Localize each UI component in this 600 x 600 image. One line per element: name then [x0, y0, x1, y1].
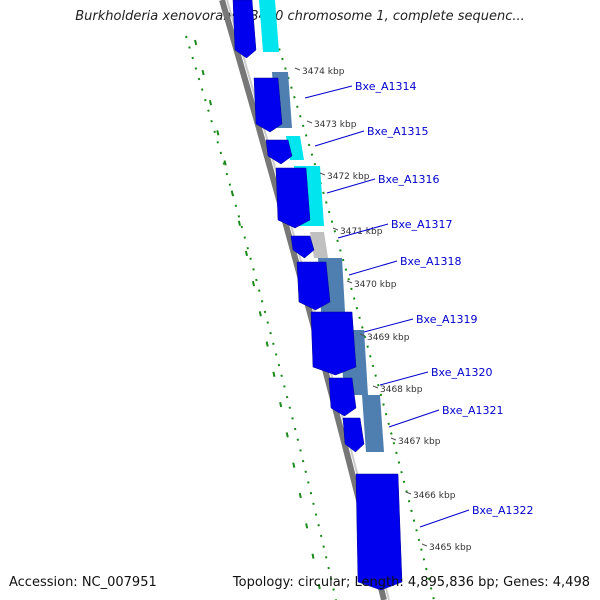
- gene-arrow-6: [296, 261, 331, 311]
- gene-label: Bxe_A1318: [400, 255, 462, 268]
- tick-mark: [306, 120, 313, 124]
- gene-arrow-4: [275, 167, 311, 229]
- tick-label: 3469 kbp: [367, 333, 410, 343]
- gene-labels: Bxe_A1314 Bxe_A1315 Bxe_A1316 Bxe_A1317 Bxe_…: [304, 80, 534, 528]
- tick-mark: [319, 172, 326, 176]
- gene-label: Bxe_A1319: [416, 313, 478, 326]
- inner-feature-8: [362, 395, 384, 452]
- gene-arrow-1: [232, 0, 257, 59]
- tick-label: 3467 kbp: [398, 437, 441, 447]
- tick-label: 3471 kbp: [340, 227, 383, 237]
- map-title: Burkholderia xenovorans LB400 chromosome…: [75, 9, 525, 24]
- gene-arrow-5: [290, 235, 315, 259]
- position-ticks: 3474 kbp 3473 kbp 3472 kbp 3471 kbp 3470 kbp…: [294, 67, 472, 553]
- tick-label: 3473 kbp: [314, 120, 357, 130]
- gene-label-leader: [314, 130, 365, 147]
- gene-label-leader: [388, 409, 440, 428]
- tick-label: 3468 kbp: [380, 385, 423, 395]
- gene-label: Bxe_A1315: [367, 125, 429, 138]
- tick-mark: [332, 227, 339, 231]
- gene-label-leader: [419, 509, 470, 528]
- gene-track: [232, 0, 403, 591]
- tick-label: 3466 kbp: [413, 491, 456, 501]
- tick-label: 3465 kbp: [429, 543, 472, 553]
- gc-content-dots: [269, 19, 435, 600]
- tick-label: 3474 kbp: [302, 67, 345, 77]
- gene-arrow-3: [265, 139, 293, 165]
- inner-feature-1: [259, 0, 279, 52]
- accession-text: Accession: NC_007951: [9, 575, 157, 590]
- gene-label-leader: [363, 318, 414, 333]
- gene-label: Bxe_A1316: [378, 173, 440, 186]
- tick-mark: [372, 385, 379, 389]
- gene-label: Bxe_A1322: [472, 504, 534, 517]
- gene-label: Bxe_A1314: [355, 80, 417, 93]
- gene-arrow-10: [355, 473, 403, 591]
- tick-mark: [405, 491, 412, 495]
- gene-arrow-8: [328, 377, 357, 417]
- gene-label-leader: [379, 371, 429, 386]
- tick-mark: [346, 280, 353, 284]
- tick-mark: [294, 67, 301, 71]
- tick-label: 3472 kbp: [327, 172, 370, 182]
- gene-arrow-7: [310, 311, 357, 376]
- gene-label-leader: [326, 178, 376, 194]
- gene-label: Bxe_A1317: [391, 218, 453, 231]
- tick-mark: [421, 543, 428, 547]
- tick-mark: [359, 333, 366, 337]
- gene-label: Bxe_A1320: [431, 366, 493, 379]
- gene-label: Bxe_A1321: [442, 404, 504, 417]
- genome-summary-text: Topology: circular; Length: 4,895,836 bp…: [232, 575, 590, 590]
- gene-arrow-9: [342, 417, 365, 453]
- gene-label-leader: [337, 223, 389, 239]
- tick-label: 3470 kbp: [354, 280, 397, 290]
- gene-label-leader: [348, 260, 398, 276]
- gene-arrow-2: [253, 77, 283, 133]
- gene-label-leader: [304, 85, 353, 99]
- inner-feature-5: [310, 232, 328, 258]
- tick-mark: [390, 437, 397, 441]
